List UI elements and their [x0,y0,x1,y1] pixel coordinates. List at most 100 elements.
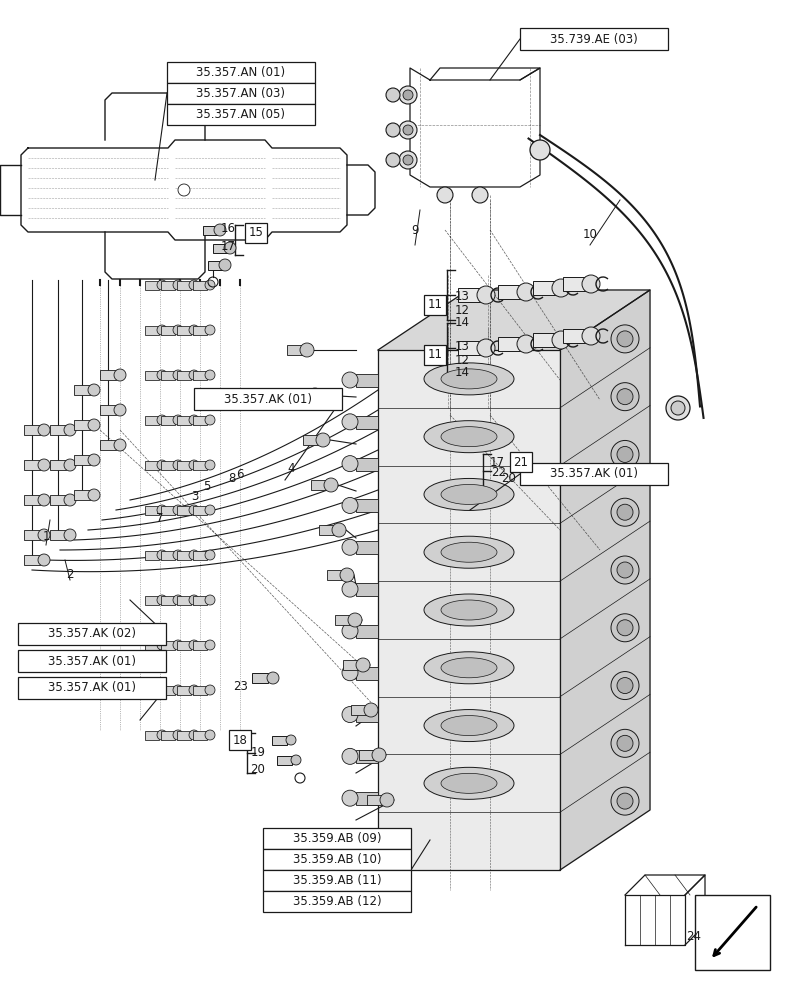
Circle shape [88,419,100,431]
Bar [18,623,165,645]
Bar [74,385,90,395]
Circle shape [189,460,199,470]
Circle shape [157,685,167,695]
Text: 13: 13 [454,340,469,354]
Bar [193,686,207,695]
Bar [358,750,375,760]
Bar [177,731,191,740]
Bar [74,420,90,430]
Text: 12: 12 [454,304,469,316]
Circle shape [385,123,400,137]
Circle shape [341,581,358,597]
Circle shape [341,539,358,555]
Circle shape [189,280,199,290]
Bar [161,641,175,650]
Bar [303,435,319,445]
Bar [145,416,159,425]
Circle shape [530,140,549,160]
Circle shape [189,550,199,560]
Circle shape [616,331,633,347]
Bar [263,828,410,849]
Circle shape [204,730,215,740]
Bar [193,551,207,560]
Bar [694,895,769,970]
Bar [355,625,378,638]
Text: 22: 22 [491,466,506,479]
Ellipse shape [423,652,513,684]
Text: 35.359.AB (09): 35.359.AB (09) [293,832,381,845]
Circle shape [88,384,100,396]
Circle shape [64,459,76,471]
Bar [203,226,217,235]
Bar [161,371,175,380]
Bar [193,596,207,605]
Bar [562,277,586,291]
Circle shape [157,415,167,425]
Text: 11: 11 [427,298,442,312]
Circle shape [267,672,279,684]
Bar [177,416,191,425]
Circle shape [610,440,638,468]
Bar [423,345,445,365]
Circle shape [398,151,417,169]
Text: 35.357.AK (01): 35.357.AK (01) [224,392,311,406]
Text: 10: 10 [581,229,597,241]
Bar [327,570,342,580]
Circle shape [348,613,362,627]
Circle shape [610,325,638,353]
Bar [50,425,66,435]
Circle shape [189,325,199,335]
Circle shape [157,730,167,740]
Text: 1: 1 [42,530,49,542]
Text: 23: 23 [234,680,248,692]
Circle shape [173,685,182,695]
Circle shape [204,640,215,650]
Bar [145,461,159,470]
Bar [423,295,445,315]
Circle shape [157,370,167,380]
Circle shape [610,556,638,584]
Bar [145,326,159,335]
Bar [355,667,378,680]
Circle shape [204,415,215,425]
Circle shape [204,460,215,470]
Text: 14: 14 [454,316,469,330]
Circle shape [616,389,633,405]
Circle shape [173,730,182,740]
Circle shape [38,424,50,436]
Bar [18,677,165,699]
Bar [509,452,531,472]
Polygon shape [560,290,649,870]
Text: 19: 19 [250,746,265,760]
Bar [161,281,175,290]
Circle shape [324,478,337,492]
Circle shape [385,88,400,102]
Circle shape [315,433,329,447]
Circle shape [204,550,215,560]
Bar [457,341,482,355]
Circle shape [616,620,633,636]
Bar [457,288,482,302]
Circle shape [64,424,76,436]
Bar [24,460,40,470]
Circle shape [189,415,199,425]
Bar [24,495,40,505]
Bar [335,615,350,625]
Bar [161,551,175,560]
Bar [367,795,383,805]
Circle shape [341,497,358,513]
Bar [286,345,303,355]
Text: 16: 16 [221,222,235,234]
Circle shape [204,370,215,380]
Bar [245,223,267,243]
Circle shape [581,327,599,345]
Circle shape [610,672,638,700]
Bar [519,463,667,485]
Circle shape [616,562,633,578]
Circle shape [307,388,322,402]
Bar [193,371,207,380]
Circle shape [341,665,358,681]
Ellipse shape [423,363,513,395]
Circle shape [64,494,76,506]
Bar [355,458,378,471]
